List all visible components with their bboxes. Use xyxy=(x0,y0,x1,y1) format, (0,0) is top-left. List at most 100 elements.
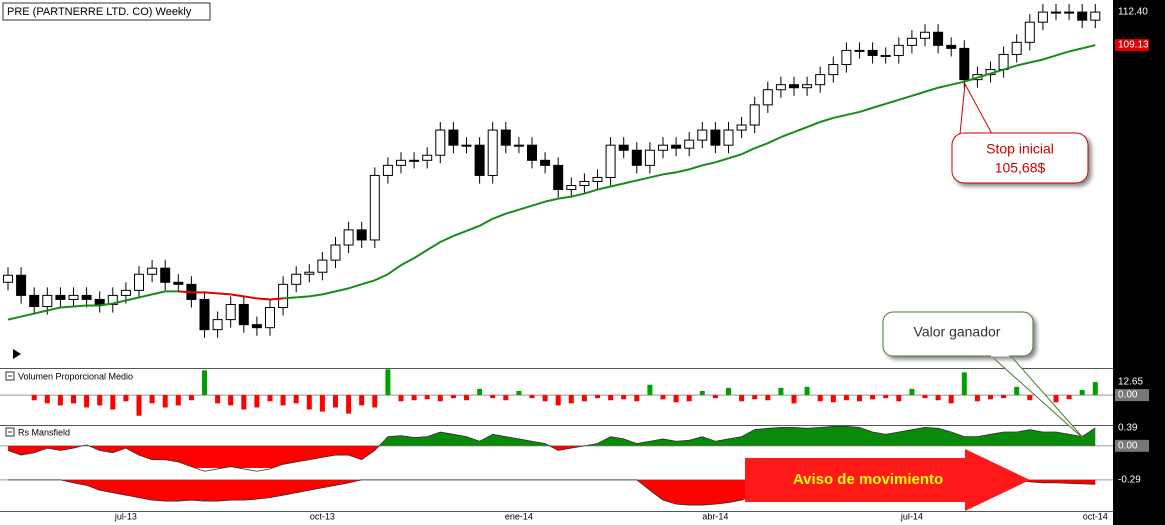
candle-body xyxy=(147,267,158,275)
volume-bar xyxy=(437,395,443,402)
volume-bar xyxy=(726,387,731,396)
volume-bar xyxy=(44,395,50,404)
moving-average xyxy=(1029,58,1044,64)
candle-body xyxy=(658,144,668,151)
moving-average xyxy=(662,171,677,176)
volume-bar xyxy=(97,395,103,406)
candle-body xyxy=(500,129,511,146)
moving-average xyxy=(204,291,218,295)
area xyxy=(8,479,1096,506)
candle-body xyxy=(134,273,144,291)
candle-body xyxy=(893,44,904,56)
volume-bar xyxy=(293,395,299,404)
volume-bar xyxy=(490,395,496,399)
moving-average xyxy=(125,296,140,302)
volume-bar xyxy=(175,395,181,406)
moving-average xyxy=(178,290,192,294)
volume-bar xyxy=(752,395,758,400)
volume-bar xyxy=(411,395,417,401)
y-tick-box xyxy=(1115,376,1149,389)
moving-average xyxy=(466,224,480,232)
volume-bar xyxy=(398,395,404,402)
volume-bar xyxy=(843,395,849,401)
volume-bar xyxy=(529,395,535,399)
volume-bar xyxy=(581,395,587,402)
volume-bar xyxy=(857,395,862,402)
volume-bar xyxy=(464,395,469,401)
volume-bar xyxy=(935,395,941,401)
moving-average xyxy=(1042,54,1057,61)
x-tick-label: oct-13 xyxy=(310,511,335,521)
candle-body xyxy=(265,307,275,329)
volume-bar xyxy=(647,384,653,396)
moving-average xyxy=(872,102,886,109)
volume-bar xyxy=(909,388,915,396)
moving-average xyxy=(73,304,87,308)
candle-body xyxy=(42,294,53,307)
play-icon[interactable] xyxy=(13,349,21,359)
moving-average xyxy=(649,173,664,179)
candle-body xyxy=(330,244,341,261)
arrow-text: Aviso de movimiento xyxy=(793,471,943,488)
volume-bar xyxy=(84,395,90,408)
volume-bar xyxy=(765,395,771,401)
y-tick-label: -0.29 xyxy=(1118,475,1141,486)
chart-title: PRE (PARTNERRE LTD. CO) Weekly xyxy=(7,6,192,18)
moving-average xyxy=(400,257,415,267)
candle-body xyxy=(225,303,236,321)
volume-bar xyxy=(254,395,260,408)
candle-body xyxy=(382,164,393,176)
candle-body xyxy=(644,149,655,166)
volume-bar xyxy=(870,395,876,400)
volume-bar xyxy=(385,369,391,396)
moving-average xyxy=(492,212,507,220)
volume-bar xyxy=(241,395,247,410)
candle-body xyxy=(474,144,485,176)
candle-body xyxy=(1024,21,1035,43)
candle-body xyxy=(356,229,367,241)
moving-average xyxy=(374,273,389,282)
moving-average xyxy=(33,309,48,315)
volume-bar xyxy=(791,395,797,404)
volume-bar xyxy=(215,395,221,404)
volume-bar xyxy=(1053,395,1059,403)
candle-body xyxy=(487,129,498,176)
candle-body xyxy=(435,129,446,156)
candle-body xyxy=(618,144,629,151)
candle-body xyxy=(631,149,642,166)
volume-bar xyxy=(57,395,63,406)
y-tick-box xyxy=(1115,389,1149,402)
candle-body xyxy=(1064,11,1075,14)
price-axis-strip xyxy=(1113,0,1165,525)
candle-body xyxy=(251,324,262,329)
volume-bar xyxy=(634,395,640,402)
moving-average xyxy=(1003,64,1017,71)
moving-average xyxy=(1016,61,1031,67)
candle-body xyxy=(68,294,79,300)
candle-body xyxy=(592,176,603,182)
candle-body xyxy=(16,274,27,296)
moving-average xyxy=(1055,50,1070,57)
candle-body xyxy=(566,185,577,191)
volume-bar xyxy=(542,395,548,402)
y-tick-box xyxy=(1115,473,1149,486)
moving-average xyxy=(453,229,467,237)
candle-body xyxy=(304,271,315,275)
candle-body xyxy=(369,174,380,241)
candle-body xyxy=(527,144,537,161)
volume-bar xyxy=(1079,389,1085,396)
moving-average xyxy=(937,83,952,89)
moving-average xyxy=(335,287,349,293)
moving-average xyxy=(60,305,74,309)
volume-bar xyxy=(555,395,561,406)
moving-average xyxy=(256,297,271,301)
candle-body xyxy=(723,129,734,146)
volume-bar xyxy=(149,395,155,404)
candle-body xyxy=(762,89,773,106)
volume-bar xyxy=(1066,395,1072,400)
candle-body xyxy=(448,129,459,146)
moving-average xyxy=(977,72,991,79)
moving-average xyxy=(964,76,978,83)
y-tick-box xyxy=(1115,421,1149,434)
moving-average xyxy=(911,90,926,97)
